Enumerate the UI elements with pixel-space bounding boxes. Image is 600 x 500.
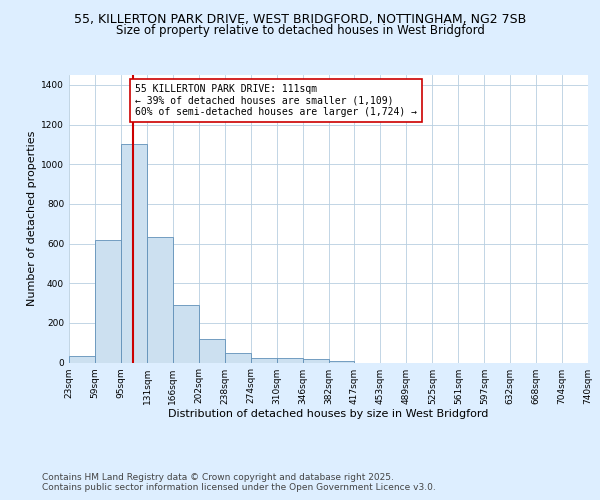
Bar [173, 305, 199, 362]
Bar [95, 240, 121, 362]
Text: Contains HM Land Registry data © Crown copyright and database right 2025.: Contains HM Land Registry data © Crown c… [42, 472, 394, 482]
Y-axis label: Number of detached properties: Number of detached properties [27, 131, 37, 306]
Bar [277, 358, 303, 362]
Bar [147, 236, 173, 362]
Bar [329, 360, 354, 362]
Bar [303, 358, 329, 362]
X-axis label: Distribution of detached houses by size in West Bridgford: Distribution of detached houses by size … [169, 410, 488, 420]
Bar [251, 358, 277, 362]
Text: 55, KILLERTON PARK DRIVE, WEST BRIDGFORD, NOTTINGHAM, NG2 7SB: 55, KILLERTON PARK DRIVE, WEST BRIDGFORD… [74, 12, 526, 26]
Bar [121, 144, 147, 362]
Text: Size of property relative to detached houses in West Bridgford: Size of property relative to detached ho… [116, 24, 484, 37]
Text: Contains public sector information licensed under the Open Government Licence v3: Contains public sector information licen… [42, 484, 436, 492]
Bar [199, 338, 224, 362]
Text: 55 KILLERTON PARK DRIVE: 111sqm
← 39% of detached houses are smaller (1,109)
60%: 55 KILLERTON PARK DRIVE: 111sqm ← 39% of… [135, 84, 417, 117]
Bar [224, 352, 251, 362]
Bar [69, 356, 95, 362]
